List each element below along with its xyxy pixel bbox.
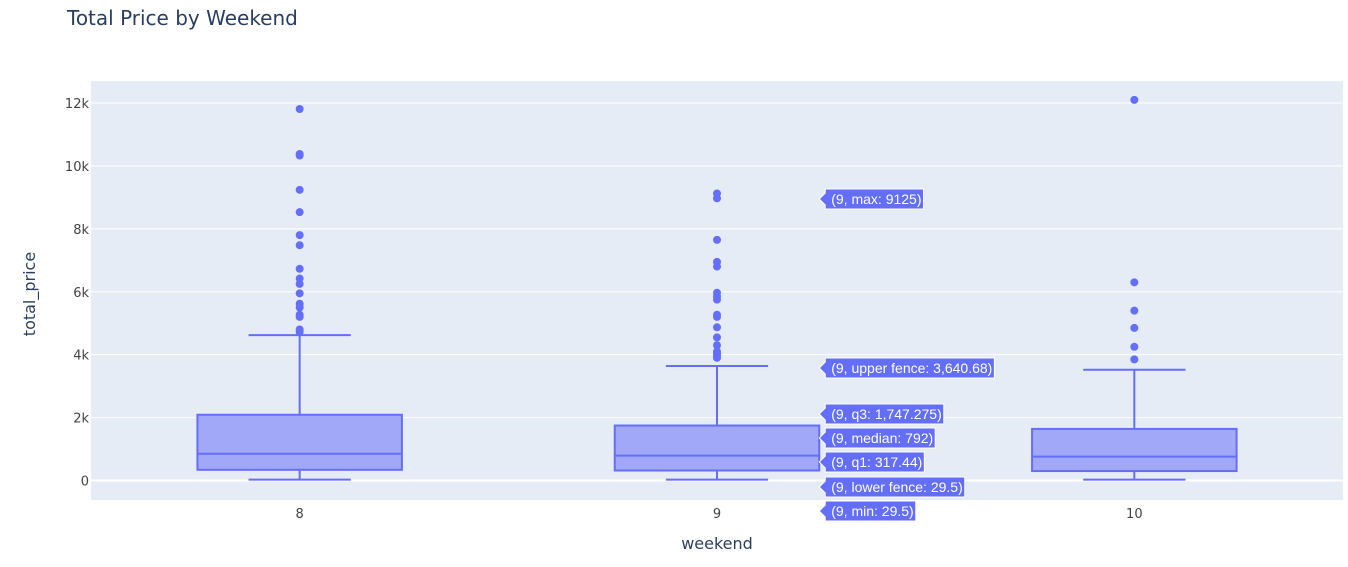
- hover-label-min: (9, min: 29.5): [818, 500, 917, 522]
- outlier-point: [713, 323, 721, 332]
- hover-bg: [818, 451, 925, 473]
- hover-text-upper-fence: (9, upper fence: 3,640.68): [831, 360, 992, 376]
- y-axis-ticks: 0 2k 4k 6k 8k 10k 12k: [65, 97, 90, 489]
- hover-text-q3: (9, q3: 1,747.275): [831, 406, 942, 422]
- outlier-point: [295, 299, 304, 308]
- outlier-point: [1130, 342, 1139, 351]
- outlier-point: [713, 257, 721, 266]
- hover-text-min: (9, min: 29.5): [831, 503, 913, 519]
- outlier-point: [713, 310, 721, 319]
- y-tick-label-2k: 2k: [73, 412, 89, 427]
- outlier-point: [713, 333, 721, 342]
- outlier-point: [295, 208, 304, 217]
- x-axis-ticks: 8 9 10: [296, 507, 1143, 522]
- y-axis-title: total_price: [20, 252, 40, 336]
- outlier-point: [295, 185, 304, 194]
- x-axis-title: weekend: [681, 534, 753, 553]
- hover-bg: [818, 357, 995, 379]
- y-tick-label-4k: 4k: [73, 349, 89, 364]
- hover-bg: [818, 500, 917, 522]
- x-tick-label-10: 10: [1126, 507, 1143, 522]
- outlier-point: [713, 189, 721, 198]
- hover-label-median: (9, median: 792): [818, 427, 936, 449]
- x-tick-label-9: 9: [713, 507, 721, 522]
- outlier-point: [295, 325, 304, 334]
- box-9[interactable]: [613, 189, 821, 481]
- hover-bg: [818, 188, 925, 210]
- iqr-box: [1031, 427, 1238, 473]
- hover-text-q1: (9, q1: 317.44): [831, 454, 922, 470]
- hover-text-median: (9, median: 792): [831, 430, 933, 446]
- outlier-point: [1130, 95, 1139, 104]
- hover-labels: (9, max: 9125) (9, upper fence: 3,640.68)…: [818, 188, 995, 522]
- hover-label-upper-fence: (9, upper fence: 3,640.68): [818, 357, 995, 379]
- box-traces[interactable]: [196, 95, 1238, 481]
- outlier-point: [295, 231, 304, 240]
- hover-bg: [818, 476, 966, 498]
- outlier-point: [295, 241, 304, 250]
- hover-text-lower-fence: (9, lower fence: 29.5): [831, 479, 963, 495]
- iqr-box: [196, 413, 403, 471]
- hover-bg: [818, 427, 936, 449]
- y-tick-label-6k: 6k: [73, 286, 89, 301]
- outlier-point: [295, 289, 304, 298]
- box-8[interactable]: [196, 104, 403, 481]
- outlier-point: [295, 274, 304, 283]
- box-10[interactable]: [1031, 95, 1238, 481]
- y-tick-label-0: 0: [81, 474, 89, 489]
- outlier-point: [713, 235, 721, 244]
- outlier-point: [713, 347, 721, 356]
- outlier-point: [295, 149, 304, 158]
- hover-label-q1: (9, q1: 317.44): [818, 451, 925, 473]
- y-tick-label-12k: 12k: [65, 97, 90, 112]
- outlier-point: [1130, 278, 1139, 287]
- outlier-point: [295, 264, 304, 273]
- outlier-point: [1130, 323, 1139, 332]
- y-tick-label-8k: 8k: [73, 223, 89, 238]
- x-tick-label-8: 8: [296, 507, 304, 522]
- hover-label-q3: (9, q3: 1,747.275): [818, 403, 945, 425]
- chart-title: Total Price by Weekend: [67, 6, 298, 30]
- outlier-point: [1130, 355, 1139, 364]
- outlier-point: [1130, 306, 1139, 315]
- outlier-point: [295, 104, 304, 113]
- y-tick-label-10k: 10k: [65, 160, 90, 175]
- hover-bg: [818, 403, 945, 425]
- hover-label-max: (9, max: 9125): [818, 188, 925, 210]
- iqr-box: [613, 424, 821, 472]
- outlier-point: [295, 310, 304, 319]
- outlier-point: [713, 341, 721, 350]
- hover-label-lower-fence: (9, lower fence: 29.5): [818, 476, 966, 498]
- outlier-point: [713, 288, 721, 297]
- hover-text-max: (9, max: 9125): [831, 191, 921, 207]
